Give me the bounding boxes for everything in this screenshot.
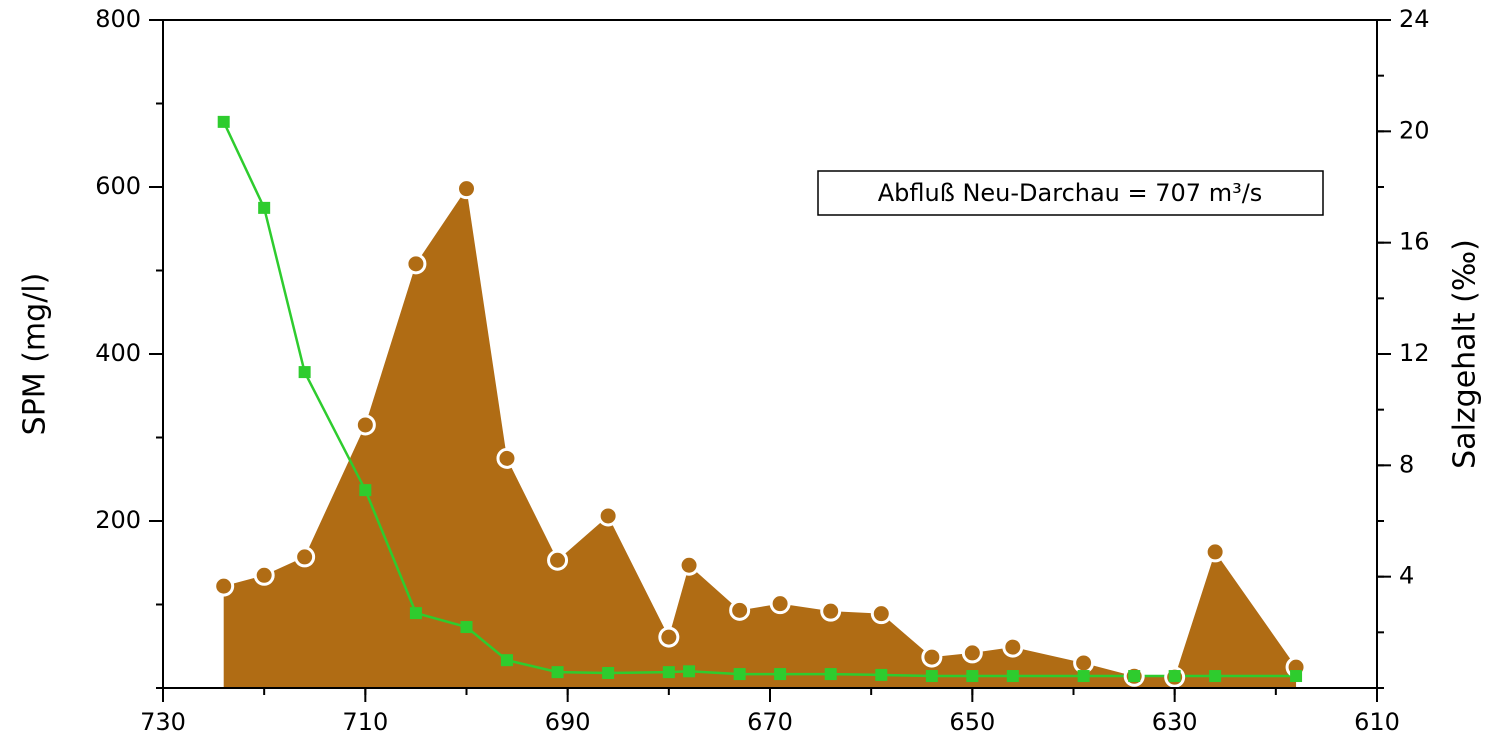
y2-tick-label: 8	[1399, 450, 1414, 478]
spm-area	[223, 188, 1297, 689]
spm-point	[870, 603, 892, 625]
salinity-point	[500, 654, 513, 667]
salinity-point	[1290, 670, 1303, 683]
salinity-point	[774, 668, 787, 681]
salinity-point	[824, 668, 837, 681]
y2-tick-label: 4	[1399, 562, 1414, 590]
salinity-point	[217, 115, 230, 128]
spm-point	[456, 178, 477, 200]
salinity-point	[460, 621, 473, 634]
y2-tick-label: 12	[1399, 339, 1430, 367]
spm-point	[1073, 652, 1095, 674]
salinity-point	[925, 670, 938, 683]
salinity-point	[359, 484, 372, 497]
salinity-point	[966, 670, 979, 683]
y2-tick-label: 24	[1399, 5, 1430, 33]
spm-point	[961, 642, 983, 664]
salinity-point	[551, 666, 564, 679]
spm-point	[496, 447, 518, 469]
salinity-point	[409, 607, 422, 620]
salinity-point	[298, 366, 311, 379]
y-axis-label: SPM (mg/l)	[18, 273, 53, 436]
spm-point	[213, 575, 235, 597]
x-tick-label: 690	[545, 708, 591, 736]
salinity-point	[1006, 670, 1019, 683]
spm-point	[769, 593, 791, 615]
x-tick-label: 630	[1152, 708, 1198, 736]
y2-axis-label: Salzgehalt (‰)	[1448, 239, 1483, 469]
x-tick-label: 710	[342, 708, 388, 736]
salinity-point	[258, 201, 271, 214]
spm-point	[1002, 636, 1024, 658]
salinity-point	[733, 668, 746, 681]
y-tick-label: 400	[95, 339, 141, 367]
salinity-point	[662, 666, 675, 679]
salinity-point	[1168, 670, 1181, 683]
salinity-point	[683, 665, 696, 678]
spm-point	[729, 599, 751, 621]
x-tick-label: 650	[949, 708, 995, 736]
y2-tick-label: 20	[1399, 116, 1430, 144]
spm-point	[820, 600, 842, 622]
y-tick-label: 200	[95, 506, 141, 534]
spm-point	[658, 626, 680, 648]
spm-point	[405, 253, 427, 275]
x-tick-label: 610	[1354, 708, 1400, 736]
y-tick-label: 800	[95, 5, 141, 33]
salinity-point	[1209, 670, 1222, 683]
y-tick-label: 600	[95, 172, 141, 200]
x-tick-label: 670	[747, 708, 793, 736]
salinity-point	[1128, 670, 1141, 683]
salinity-point	[875, 668, 888, 681]
y2-tick-label: 16	[1399, 228, 1430, 256]
salinity-point	[1077, 670, 1090, 683]
spm-point	[354, 414, 376, 436]
spm-point	[597, 505, 619, 527]
spm-point	[547, 549, 569, 571]
annotation-box	[817, 170, 1324, 216]
spm-point	[678, 554, 700, 576]
spm-point	[294, 546, 316, 568]
salinity-point	[602, 666, 615, 679]
annotation: Abfluß Neu-Darchau = 707 m³/s	[878, 179, 1263, 207]
x-tick-label: 730	[140, 708, 186, 736]
spm-point	[921, 646, 943, 668]
spm-point	[253, 564, 275, 586]
spm-point	[1204, 541, 1226, 563]
